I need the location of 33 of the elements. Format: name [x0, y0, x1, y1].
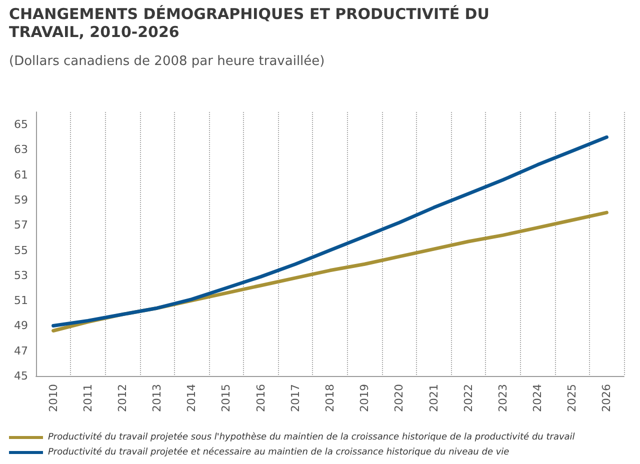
x-tick-label: 2019 [358, 384, 372, 412]
y-tick-label: 57 [14, 218, 28, 232]
y-tick-label: 45 [14, 370, 28, 382]
x-tick-label: 2025 [566, 384, 579, 412]
y-tick-label: 51 [14, 294, 28, 308]
x-tick-label: 2015 [220, 384, 233, 412]
y-tick-label: 53 [14, 268, 28, 282]
x-tick-label: 2026 [600, 384, 614, 412]
x-tick-label: 2017 [288, 384, 302, 412]
x-tick-label: 2018 [324, 384, 336, 412]
chart-title: CHANGEMENTS DÉMOGRAPHIQUES ET PRODUCTIVITÉ DU TRAVAIL, 2010-2026 [9, 5, 495, 41]
x-tick-label: 2014 [185, 384, 198, 412]
chart-subtitle: (Dollars canadiens de 2008 par heure travaillée) [9, 54, 325, 69]
line-series [52, 135, 608, 328]
y-tick-label: 63 [14, 143, 28, 156]
y-tick-label: 65 [14, 118, 28, 132]
x-tick-label: 2016 [254, 384, 268, 412]
legend-label: Productivité du travail projetée et nécessaire au maintien de la croissance historique du niveau de vie [48, 446, 510, 458]
x-tick-label: 2010 [46, 384, 60, 412]
y-tick-label: 61 [14, 168, 28, 182]
legend-label: Productivité du travail projetée sous l'hypothèse du maintien de la croissance historique de la productivité du travail [48, 432, 576, 442]
x-tick-label: 2024 [531, 384, 544, 412]
x-tick-label: 2011 [81, 384, 94, 412]
x-tick-label: 2023 [496, 384, 510, 412]
y-tick-label: 55 [14, 244, 28, 257]
y-tick-label: 49 [14, 319, 28, 332]
x-tick-label: 2020 [392, 384, 406, 412]
y-tick-label: 59 [14, 194, 28, 206]
y-tick-label: 47 [14, 344, 28, 358]
x-tick-label: 2013 [150, 384, 164, 412]
x-tick-label: 2022 [462, 384, 475, 412]
x-tick-label: 2012 [116, 384, 129, 412]
x-tick-label: 2021 [427, 384, 440, 412]
